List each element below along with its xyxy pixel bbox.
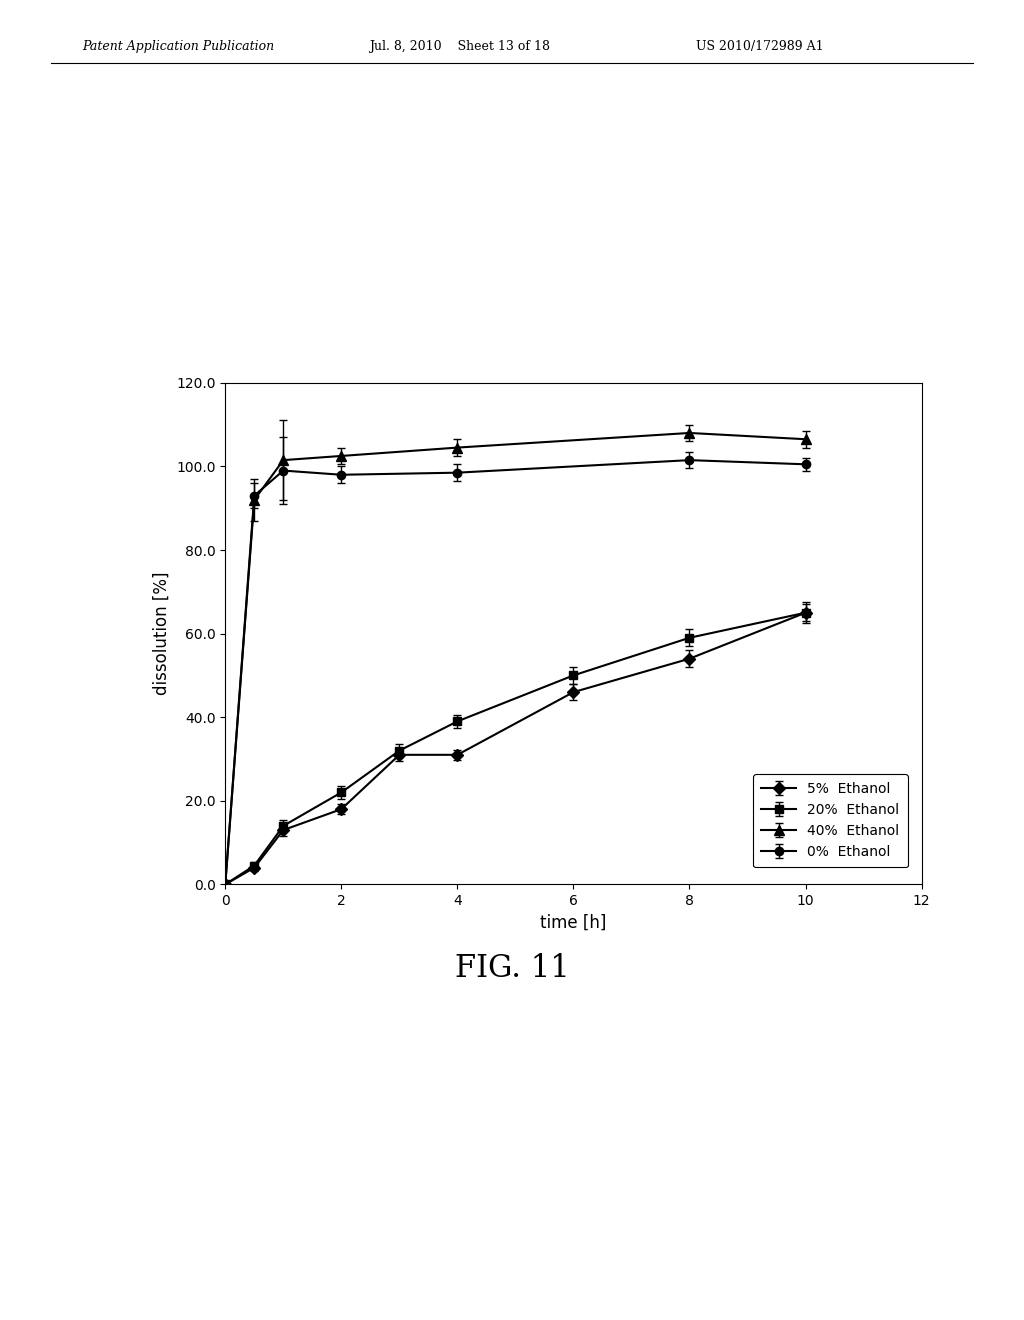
Y-axis label: dissolution [%]: dissolution [%] (153, 572, 171, 696)
Text: US 2010/172989 A1: US 2010/172989 A1 (696, 40, 824, 53)
Text: Patent Application Publication: Patent Application Publication (82, 40, 274, 53)
Legend: 5%  Ethanol, 20%  Ethanol, 40%  Ethanol, 0%  Ethanol: 5% Ethanol, 20% Ethanol, 40% Ethanol, 0%… (753, 774, 907, 867)
Text: Jul. 8, 2010    Sheet 13 of 18: Jul. 8, 2010 Sheet 13 of 18 (369, 40, 550, 53)
X-axis label: time [h]: time [h] (541, 913, 606, 932)
Text: FIG. 11: FIG. 11 (455, 953, 569, 983)
